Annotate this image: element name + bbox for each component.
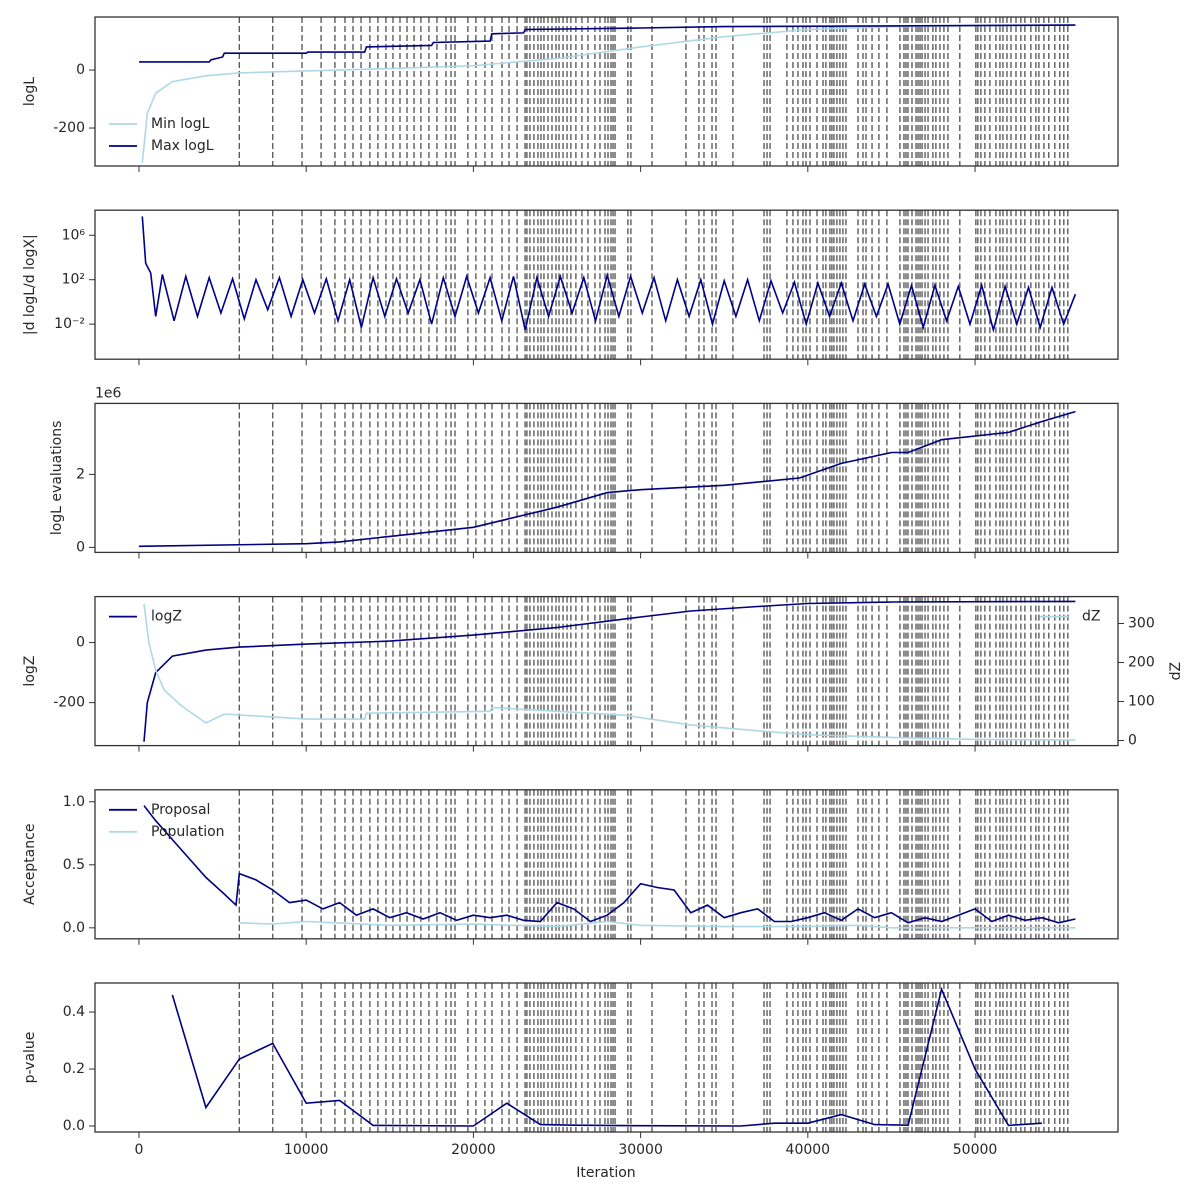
series-line bbox=[143, 603, 1076, 741]
legend-label: Proposal bbox=[151, 802, 210, 818]
axes-frame bbox=[94, 789, 1119, 940]
legend-label: Max logL bbox=[151, 138, 214, 154]
y2-tick-label: 200 bbox=[1128, 655, 1155, 671]
y-tick-label: 0.0 bbox=[63, 920, 85, 936]
y-axis-label: logL evaluations bbox=[49, 421, 65, 536]
y-tick-label: 0 bbox=[76, 62, 85, 78]
x-tick-label: 10000 bbox=[284, 1142, 329, 1158]
y-axis-label: Acceptance bbox=[22, 824, 38, 905]
axes-frame bbox=[94, 402, 1119, 554]
y-tick-label: 10² bbox=[62, 272, 85, 288]
y-tick-label: 0.5 bbox=[63, 857, 85, 873]
y-tick-label: 1.0 bbox=[63, 794, 85, 810]
x-tick-label: 0 bbox=[135, 1142, 144, 1158]
y-axis-label: p-value bbox=[22, 1032, 38, 1084]
legend-label: Population bbox=[151, 824, 225, 840]
legend-label: logZ bbox=[151, 609, 182, 625]
series-line bbox=[239, 920, 1076, 929]
offset-text: 1e6 bbox=[95, 385, 122, 401]
y-axis-label: |d logL/d logX| bbox=[22, 234, 38, 335]
y2-tick-label: 0 bbox=[1128, 733, 1137, 749]
y2-tick-label: 300 bbox=[1128, 616, 1155, 632]
axes-frame bbox=[94, 982, 1119, 1133]
x-tick-label: 30000 bbox=[618, 1142, 663, 1158]
y-tick-label: 0.0 bbox=[63, 1118, 85, 1134]
legend-label: dZ bbox=[1082, 609, 1100, 625]
y-tick-label: 0 bbox=[76, 539, 85, 555]
y-tick-label: 10⁻² bbox=[54, 316, 85, 332]
series-line bbox=[143, 600, 1076, 742]
x-tick-label: 50000 bbox=[953, 1142, 998, 1158]
y-tick-label: -200 bbox=[53, 120, 85, 136]
series-line bbox=[139, 24, 1076, 63]
y-axis-label: logL bbox=[22, 77, 38, 106]
y-axis-label: logZ bbox=[22, 656, 38, 687]
x-tick-label: 40000 bbox=[786, 1142, 831, 1158]
y-tick-label: 0 bbox=[76, 635, 85, 651]
series-line bbox=[141, 24, 1076, 163]
axes-frame bbox=[94, 595, 1119, 747]
series-line bbox=[138, 410, 1076, 548]
series-line bbox=[171, 986, 1042, 1127]
series-line bbox=[143, 805, 1076, 924]
x-axis-label: Iteration bbox=[576, 1165, 635, 1181]
y-tick-label: 0.4 bbox=[63, 1004, 85, 1020]
y-tick-label: 10⁶ bbox=[62, 227, 86, 243]
y2-tick-label: 100 bbox=[1128, 694, 1155, 710]
y-tick-label: 2 bbox=[76, 466, 85, 482]
y2-axis-label: dZ bbox=[1168, 662, 1184, 680]
y-tick-label: -200 bbox=[53, 695, 85, 711]
legend-label: Min logL bbox=[151, 116, 210, 132]
series-line bbox=[141, 216, 1077, 334]
axes-frame bbox=[94, 209, 1119, 360]
axes-frame bbox=[94, 16, 1119, 167]
x-tick-label: 20000 bbox=[451, 1142, 496, 1158]
y-tick-label: 0.2 bbox=[63, 1061, 85, 1077]
